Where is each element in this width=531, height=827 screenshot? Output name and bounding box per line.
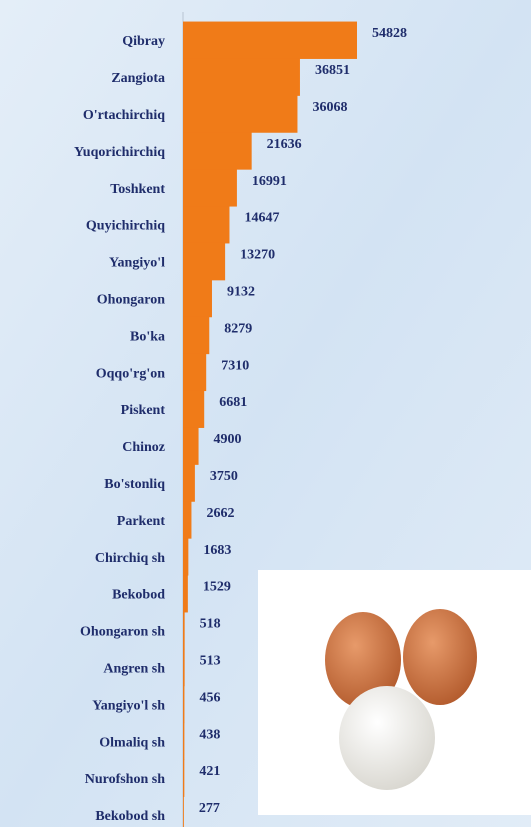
value-label: 36851 [315, 63, 350, 78]
value-label: 518 [200, 617, 221, 632]
value-label: 9132 [227, 285, 255, 300]
category-label: Yuqorichirchiq [74, 145, 165, 160]
bar [183, 353, 207, 392]
bar [183, 464, 195, 502]
category-label: Chirchiq sh [95, 551, 165, 566]
category-label: Ohongaron [97, 293, 165, 308]
bar [183, 169, 237, 207]
category-label: Yangiyo'l sh [92, 698, 165, 713]
category-label: Bo'stonliq [104, 477, 165, 492]
value-label: 36068 [312, 100, 347, 115]
category-label: Bekobod [112, 588, 165, 603]
value-label: 7310 [221, 358, 249, 373]
bar [183, 611, 185, 650]
value-label: 513 [200, 654, 221, 669]
value-label: 277 [199, 801, 220, 816]
bar [183, 722, 185, 761]
category-label: O'rtachirchiq [83, 108, 165, 123]
category-label: Oqqo'rg'on [96, 366, 165, 381]
value-label: 4900 [214, 432, 242, 447]
value-label: 8279 [224, 321, 252, 336]
value-label: 13270 [240, 248, 275, 263]
value-label: 421 [199, 764, 220, 779]
bar [183, 575, 188, 613]
bar [183, 242, 226, 281]
category-label: Zangiota [111, 71, 165, 86]
category-label: Bekobod sh [95, 809, 165, 824]
bar [183, 648, 185, 687]
value-label: 438 [199, 727, 220, 742]
bar [183, 206, 230, 244]
category-label: Ohongaron sh [80, 625, 165, 640]
bar [183, 427, 199, 465]
category-label: Quyichirchiq [86, 219, 165, 234]
bar [183, 21, 357, 59]
eggs-photo [258, 570, 531, 815]
category-label: Bo'ka [130, 329, 165, 344]
category-label: Olmaliq sh [99, 735, 165, 750]
value-label: 3750 [210, 469, 238, 484]
category-label: Parkent [117, 514, 166, 529]
bar [183, 390, 205, 428]
category-label: Yangiyo'l [109, 256, 165, 271]
bar [183, 95, 298, 133]
value-label: 21636 [267, 137, 302, 152]
value-label: 54828 [372, 26, 407, 41]
bar [183, 501, 192, 539]
value-label: 1529 [203, 580, 231, 595]
bar [183, 685, 185, 724]
bar [183, 132, 252, 170]
category-label: Angren sh [103, 662, 165, 677]
category-label: Chinoz [122, 440, 165, 455]
value-label: 16991 [252, 174, 287, 189]
bar [183, 538, 189, 576]
value-label: 456 [199, 690, 220, 705]
value-label: 6681 [219, 395, 247, 410]
bar [183, 279, 212, 318]
category-label: Qibray [122, 34, 165, 49]
bar [183, 58, 300, 96]
value-label: 2662 [206, 506, 234, 521]
category-label: Nurofshon sh [85, 772, 165, 787]
bar [183, 759, 185, 797]
bar [183, 796, 184, 827]
category-label: Toshkent [110, 182, 165, 197]
value-label: 1683 [203, 543, 231, 558]
value-label: 14647 [244, 211, 279, 226]
bar [183, 316, 210, 355]
category-label: Piskent [121, 403, 166, 418]
